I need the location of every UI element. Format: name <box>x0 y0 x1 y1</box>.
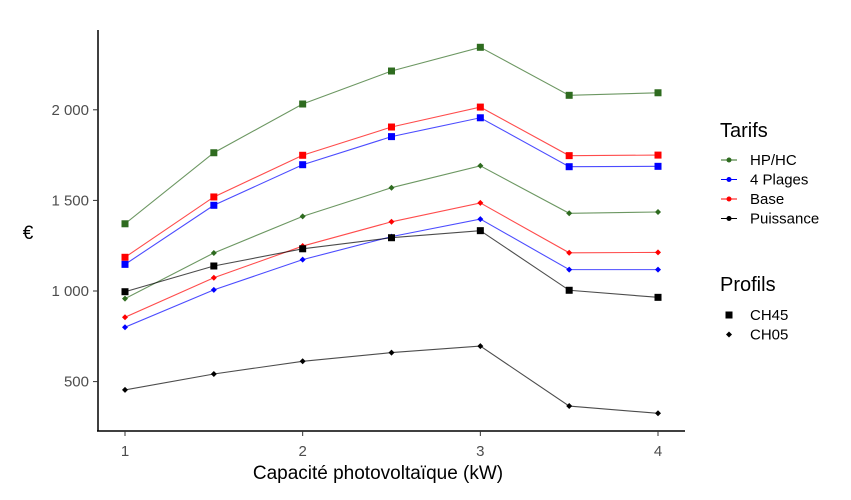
data-point <box>566 249 573 256</box>
data-point <box>122 314 128 321</box>
legend-item-label: CH45 <box>750 307 788 324</box>
data-point <box>299 256 306 263</box>
legend-title-profils: Profils <box>720 274 776 296</box>
data-point <box>566 403 573 410</box>
data-point <box>299 100 307 108</box>
data-point <box>565 286 573 294</box>
data-point <box>121 253 129 261</box>
data-point <box>388 218 395 225</box>
series-4-plages-ch45 <box>121 114 662 268</box>
data-point <box>210 370 217 377</box>
legend-item-label: HP/HC <box>750 152 797 169</box>
data-point <box>210 201 218 209</box>
data-point <box>476 43 484 51</box>
data-point <box>210 149 218 157</box>
data-point <box>566 210 573 217</box>
data-point <box>388 234 396 242</box>
data-point <box>122 386 128 393</box>
data-point <box>655 266 662 273</box>
series-4-plages-ch05 <box>122 216 662 331</box>
data-point <box>654 293 662 301</box>
series-hp-hc-ch45 <box>121 43 662 228</box>
legend-key-diamond <box>726 331 732 338</box>
data-point <box>210 274 217 281</box>
data-point <box>210 193 218 201</box>
y-tick-label: 2 000 <box>51 102 89 119</box>
x-tick-label: 4 <box>654 443 662 460</box>
data-point <box>299 358 306 365</box>
data-point <box>210 286 217 293</box>
series-hp-hc-ch05 <box>122 162 662 302</box>
data-point <box>565 152 573 160</box>
data-point <box>477 216 484 223</box>
legend-item-label: Puissance <box>750 211 819 228</box>
data-point <box>654 89 662 97</box>
data-point <box>655 249 662 256</box>
data-point <box>655 410 662 417</box>
data-point <box>122 324 128 331</box>
y-tick-label: 500 <box>64 374 89 391</box>
data-point <box>655 208 662 215</box>
x-tick-label: 3 <box>476 443 484 460</box>
x-tick-label: 1 <box>121 443 129 460</box>
data-point <box>476 114 484 122</box>
data-point <box>476 227 484 235</box>
y-tick-label: 1 000 <box>51 283 89 300</box>
data-point <box>477 343 484 350</box>
data-point <box>388 349 395 356</box>
data-point <box>565 91 573 99</box>
series-puissance-ch45 <box>121 227 662 301</box>
y-tick-label: 1 500 <box>51 192 89 209</box>
data-point <box>299 245 307 253</box>
series-puissance-ch05 <box>122 343 662 417</box>
data-point <box>477 199 484 206</box>
legend: Tarifs HP/HC 4 Plages Base Puissance Profils C… <box>720 120 819 344</box>
data-point <box>299 213 306 220</box>
data-point <box>565 163 573 171</box>
data-point <box>122 295 128 302</box>
data-point <box>477 162 484 169</box>
x-axis-label: Capacité photovoltaïque (kW) <box>253 463 503 484</box>
data-point <box>388 133 396 141</box>
data-point <box>210 249 217 256</box>
data-point <box>388 67 396 75</box>
legend-key-marker <box>726 196 732 202</box>
data-point <box>654 151 662 159</box>
legend-key-square <box>725 311 733 319</box>
series-base-ch45 <box>121 103 662 261</box>
legend-item-label: CH05 <box>750 327 788 344</box>
series-base-ch05 <box>122 199 662 321</box>
data-point <box>121 260 129 268</box>
data-point <box>299 161 307 169</box>
data-point <box>654 162 662 170</box>
legend-item-label: Base <box>750 191 784 208</box>
data-point <box>388 123 396 131</box>
legend-key-marker <box>726 157 732 163</box>
data-point <box>210 262 218 270</box>
legend-item-label: 4 Plages <box>750 172 808 189</box>
y-axis-label: € <box>23 223 34 244</box>
x-tick-label: 2 <box>298 443 306 460</box>
data-point <box>121 288 129 296</box>
data-point <box>121 220 129 228</box>
legend-title-tarifs: Tarifs <box>720 120 768 142</box>
data-point <box>299 151 307 159</box>
series-line <box>124 345 659 414</box>
data-point <box>566 266 573 273</box>
data-point <box>476 103 484 111</box>
data-point <box>388 184 395 191</box>
legend-key-marker <box>726 216 732 221</box>
legend-key-marker <box>726 177 732 182</box>
